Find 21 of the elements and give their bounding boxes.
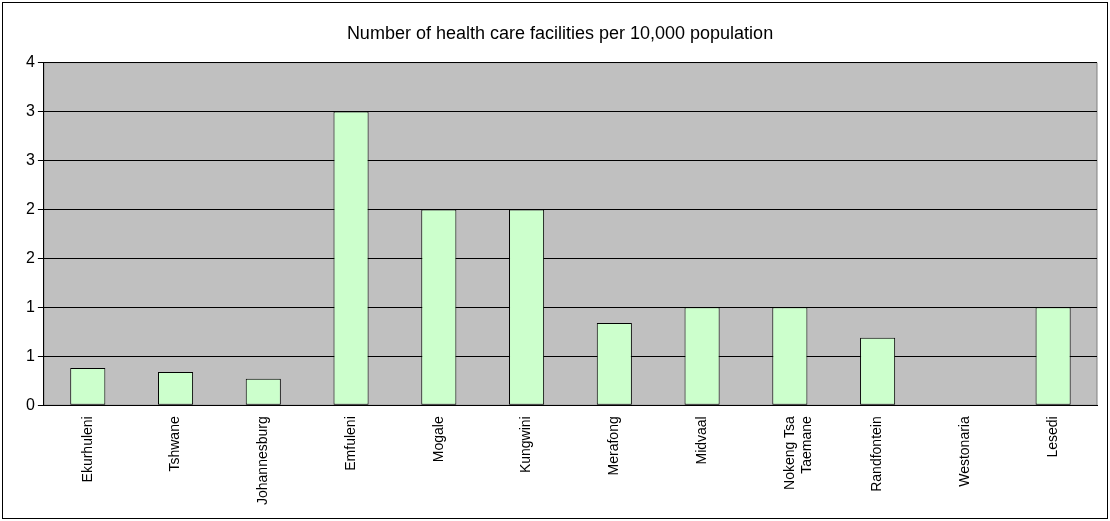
y-tick-label: 2 <box>25 248 35 266</box>
y-tick-label: 2 <box>25 199 35 217</box>
y-tick-label: 3 <box>25 150 35 168</box>
y-tick-label: 1 <box>25 297 35 315</box>
x-tick-label: Merafong <box>605 416 622 476</box>
x-tick-label: Kungwini <box>517 416 534 474</box>
y-tick-label: 3 <box>25 101 35 119</box>
x-tick-label: Nokeng Tsa Taemane <box>780 416 814 490</box>
chart-title: Number of health care facilities per 10,000 population <box>346 22 774 43</box>
y-tick-label: 4 <box>25 53 35 71</box>
x-tick-label: Ekurhuleni <box>78 416 95 483</box>
x-tick-label: Westonaria <box>956 416 973 487</box>
x-tick-label: Tshwane <box>166 416 183 472</box>
x-tick-label: Johannesburg <box>254 416 271 506</box>
x-tick-label: Mogale <box>429 416 446 463</box>
x-tick-label: Emfuleni <box>341 416 358 471</box>
y-tick-label: 0 <box>25 395 35 413</box>
y-tick-label: 1 <box>25 346 35 364</box>
x-tick-label: Midvaal <box>692 416 709 465</box>
x-tick-label: Randfontein <box>868 416 885 492</box>
x-tick-label: Lesedi <box>1043 416 1060 458</box>
